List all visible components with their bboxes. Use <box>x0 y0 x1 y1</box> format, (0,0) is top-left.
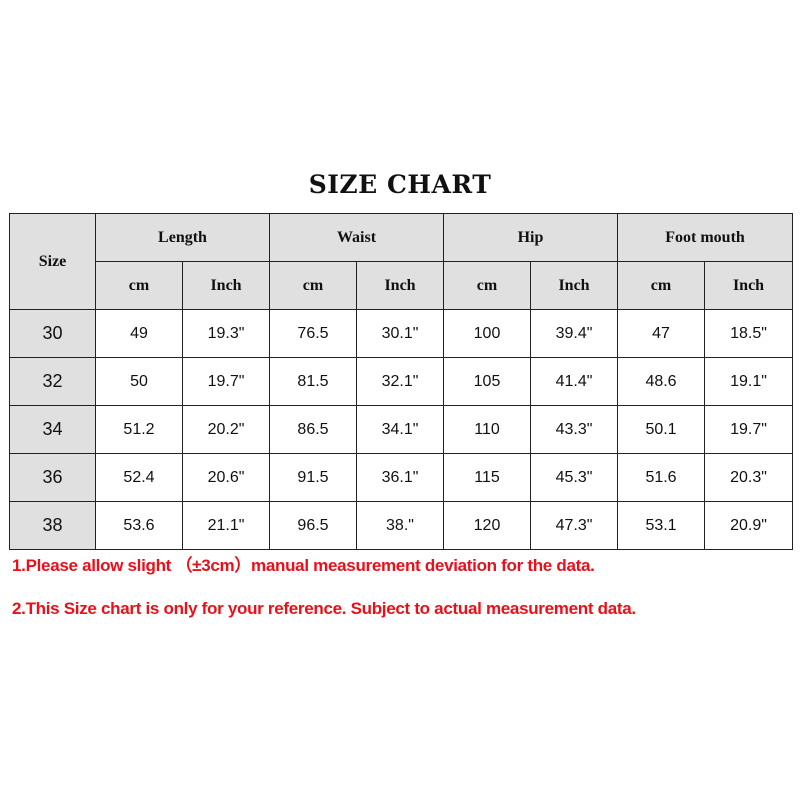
table-row: 34 51.2 20.2" 86.5 34.1" 110 43.3" 50.1 19.7" <box>9 405 794 454</box>
table-row: 30 49 19.3" 76.5 30.1" 100 39.4" 47 18.5" <box>9 309 794 358</box>
value-cell: 51.2 <box>95 405 183 454</box>
value-cell: 43.3" <box>529 405 619 454</box>
header-unit-inch: Inch <box>182 261 270 310</box>
size-cell: 36 <box>9 453 96 502</box>
size-cell: 30 <box>9 309 96 358</box>
value-cell: 20.6" <box>182 453 270 502</box>
value-cell: 32.1" <box>356 357 444 406</box>
value-cell: 48.6 <box>617 357 706 406</box>
value-cell: 41.4" <box>529 357 619 406</box>
value-cell: 86.5 <box>269 405 357 454</box>
value-cell: 105 <box>443 357 531 406</box>
size-cell: 38 <box>9 501 96 550</box>
value-cell: 115 <box>443 453 531 502</box>
value-cell: 19.7" <box>182 357 270 406</box>
note-2: 2.This Size chart is only for your refer… <box>12 599 636 618</box>
value-cell: 21.1" <box>182 501 270 550</box>
table-row: 32 50 19.7" 81.5 32.1" 105 41.4" 48.6 19.1" <box>9 357 794 406</box>
value-cell: 47 <box>617 309 706 358</box>
header-unit-cm: cm <box>95 261 183 310</box>
value-cell: 20.3" <box>704 453 794 502</box>
value-cell: 34.1" <box>356 405 444 454</box>
size-cell: 32 <box>9 357 96 406</box>
value-cell: 110 <box>443 405 531 454</box>
size-cell: 34 <box>9 405 96 454</box>
value-cell: 20.2" <box>182 405 270 454</box>
value-cell: 30.1" <box>356 309 444 358</box>
value-cell: 50 <box>95 357 183 406</box>
header-group-foot-mouth: Foot mouth <box>617 213 794 262</box>
value-cell: 19.7" <box>704 405 794 454</box>
value-cell: 51.6 <box>617 453 706 502</box>
value-cell: 53.6 <box>95 501 183 550</box>
header-row-units: cm Inch cm Inch cm Inch cm Inch <box>10 261 794 310</box>
page-title: SIZE CHART <box>308 170 492 199</box>
table-row: 38 53.6 21.1" 96.5 38." 120 47.3" 53.1 20.9" <box>9 501 794 550</box>
value-cell: 100 <box>443 309 531 358</box>
value-cell: 45.3" <box>529 453 619 502</box>
header-group-hip: Hip <box>442 213 619 262</box>
header-group-length: Length <box>95 213 270 262</box>
value-cell: 50.1 <box>617 405 706 454</box>
value-cell: 19.1" <box>704 357 794 406</box>
value-cell: 76.5 <box>269 309 357 358</box>
value-cell: 19.3" <box>182 309 270 358</box>
value-cell: 47.3" <box>529 501 619 550</box>
header-row-groups: Size Length Waist Hip Foot mouth <box>9 213 794 310</box>
header-unit-inch: Inch <box>529 261 619 310</box>
value-cell: 91.5 <box>269 453 357 502</box>
table-header: Size Length Waist Hip Foot mouth cm Inch cm In… <box>9 213 794 310</box>
value-cell: 36.1" <box>356 453 444 502</box>
header-unit-inch: Inch <box>704 261 794 310</box>
table-row: 36 52.4 20.6" 91.5 36.1" 115 45.3" 51.6 20.3" <box>9 453 794 502</box>
value-cell: 53.1 <box>617 501 706 550</box>
size-chart-table: Size Length Waist Hip Foot mouth cm Inch cm In… <box>9 213 794 550</box>
value-cell: 20.9" <box>704 501 794 550</box>
value-cell: 39.4" <box>529 309 619 358</box>
value-cell: 52.4 <box>95 453 183 502</box>
header-size: Size <box>9 213 96 310</box>
value-cell: 38." <box>356 501 444 550</box>
value-cell: 18.5" <box>704 309 794 358</box>
value-cell: 120 <box>443 501 531 550</box>
value-cell: 96.5 <box>269 501 357 550</box>
header-unit-cm: cm <box>617 261 706 310</box>
header-unit-cm: cm <box>443 261 531 310</box>
note-1: 1.Please allow slight （±3cm）manual measu… <box>12 556 595 575</box>
value-cell: 49 <box>95 309 183 358</box>
header-unit-cm: cm <box>269 261 357 310</box>
value-cell: 81.5 <box>269 357 357 406</box>
header-group-waist: Waist <box>269 213 444 262</box>
header-unit-inch: Inch <box>356 261 444 310</box>
table-body: 30 49 19.3" 76.5 30.1" 100 39.4" 47 18.5" 32 50 19.… <box>9 309 794 550</box>
